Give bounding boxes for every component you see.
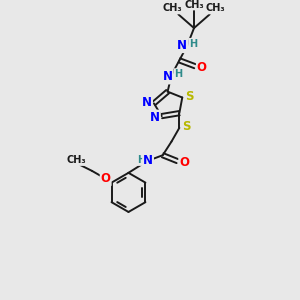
Text: H: H (137, 155, 145, 165)
Text: O: O (197, 61, 207, 74)
Text: H: H (189, 39, 197, 49)
Text: N: N (143, 154, 153, 166)
Text: CH₃: CH₃ (184, 0, 204, 10)
Text: N: N (177, 39, 187, 52)
Text: CH₃: CH₃ (163, 4, 182, 14)
Text: S: S (182, 120, 190, 134)
Text: N: N (150, 111, 160, 124)
Text: O: O (101, 172, 111, 185)
Text: N: N (142, 96, 152, 109)
Text: O: O (179, 156, 189, 169)
Text: N: N (163, 70, 172, 83)
Text: H: H (174, 69, 182, 79)
Text: S: S (185, 90, 194, 103)
Text: CH₃: CH₃ (206, 4, 225, 14)
Text: CH₃: CH₃ (67, 155, 86, 165)
